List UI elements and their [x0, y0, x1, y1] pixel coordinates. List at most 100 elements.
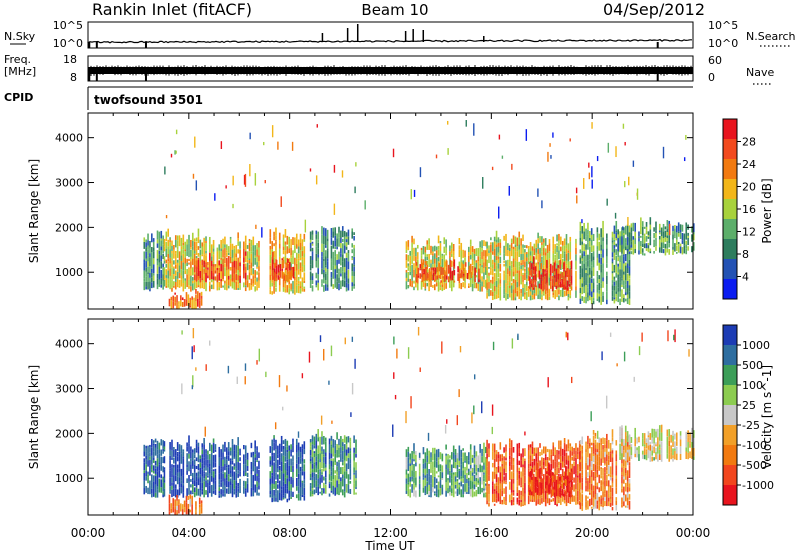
echo-cell — [513, 447, 515, 453]
echo-cell — [270, 250, 272, 255]
echo-cell — [505, 487, 507, 495]
echo-cell — [211, 445, 213, 453]
echo-cell — [619, 444, 621, 451]
echo-cell — [298, 259, 300, 261]
echo-cell — [591, 484, 593, 491]
echo-cell — [199, 504, 201, 507]
echo-cell — [164, 478, 166, 480]
echo-cell — [304, 480, 306, 484]
echo-cell — [602, 438, 604, 445]
echo-cell — [331, 461, 333, 467]
echo-cell — [304, 246, 306, 253]
echo-cell — [563, 284, 565, 289]
echo-cell — [505, 461, 507, 465]
echo-cell — [153, 264, 155, 273]
echo-cell — [619, 436, 621, 442]
echo-cell — [288, 250, 290, 253]
echo-cell — [314, 453, 316, 457]
echo-cell — [325, 485, 327, 494]
sparse-echo — [569, 138, 570, 141]
sparse-echo — [589, 173, 590, 180]
echo-cell — [271, 453, 273, 456]
echo-cell — [336, 265, 338, 273]
echo-cell — [174, 302, 176, 305]
echo-cell — [425, 452, 427, 459]
colorbar-segment — [723, 219, 737, 240]
echo-cell — [608, 480, 610, 486]
echo-cell — [256, 243, 258, 246]
echo-cell — [353, 236, 355, 240]
echo-cell — [430, 246, 432, 253]
echo-cell — [511, 283, 513, 286]
echo-cell — [342, 442, 344, 446]
echo-cell — [627, 470, 629, 476]
echo-cell — [434, 477, 436, 485]
echo-cell — [413, 485, 415, 490]
echo-cell — [256, 487, 258, 496]
echo-cell — [323, 252, 325, 256]
echo-cell — [232, 444, 234, 453]
echo-cell — [302, 259, 304, 266]
echo-cell — [200, 278, 202, 282]
echo-cell — [535, 274, 537, 280]
echo-cell — [615, 450, 617, 454]
echo-cell — [623, 243, 625, 248]
echo-cell — [199, 498, 201, 505]
echo-cell — [511, 265, 513, 269]
echo-cell — [355, 480, 357, 487]
echo-cell — [625, 483, 627, 492]
echo-cell — [478, 279, 480, 282]
echo-cell — [194, 465, 196, 473]
echo-cell — [490, 280, 492, 283]
echo-cell — [614, 265, 616, 271]
echo-cell — [201, 283, 203, 288]
echo-cell — [327, 258, 329, 261]
echo-cell — [585, 285, 587, 290]
echo-cell — [218, 470, 220, 474]
echo-cell — [501, 500, 503, 503]
echo-cell — [213, 469, 215, 471]
echo-cell — [218, 474, 220, 480]
echo-cell — [159, 243, 161, 251]
echo-cell — [509, 259, 511, 261]
echo-cell — [503, 280, 505, 289]
echo-cell — [500, 257, 502, 264]
echo-cell — [566, 266, 568, 268]
echo-cell — [329, 474, 331, 480]
echo-cell — [192, 233, 194, 241]
echo-cell — [419, 490, 421, 497]
echo-cell — [230, 470, 232, 473]
echo-cell — [351, 228, 353, 231]
echo-cell — [481, 265, 483, 267]
echo-cell — [224, 256, 226, 263]
echo-cell — [296, 486, 298, 491]
echo-cell — [331, 259, 333, 261]
echo-cell — [201, 500, 203, 503]
echo-cell — [436, 494, 438, 497]
echo-cell — [581, 261, 583, 269]
echo-cell — [317, 258, 319, 260]
echo-cell — [687, 236, 689, 238]
echo-cell — [157, 250, 159, 259]
echo-cell — [209, 463, 211, 466]
echo-cell — [479, 460, 481, 465]
echo-cell — [213, 443, 215, 450]
echo-cell — [355, 470, 357, 472]
echo-cell — [325, 478, 327, 485]
echo-cell — [426, 245, 428, 250]
echo-cell — [344, 245, 346, 253]
echo-cell — [585, 452, 587, 460]
echo-cell — [449, 463, 451, 469]
echo-cell — [520, 293, 522, 296]
echo-cell — [281, 461, 283, 465]
echo-cell — [568, 250, 570, 252]
echo-cell — [567, 274, 569, 277]
echo-cell — [342, 280, 344, 287]
echo-cell — [175, 251, 177, 254]
echo-cell — [329, 439, 331, 445]
echo-cell — [494, 294, 496, 300]
echo-cell — [498, 253, 500, 255]
echo-cell — [598, 457, 600, 466]
echo-cell — [589, 275, 591, 278]
echo-cell — [312, 490, 314, 494]
